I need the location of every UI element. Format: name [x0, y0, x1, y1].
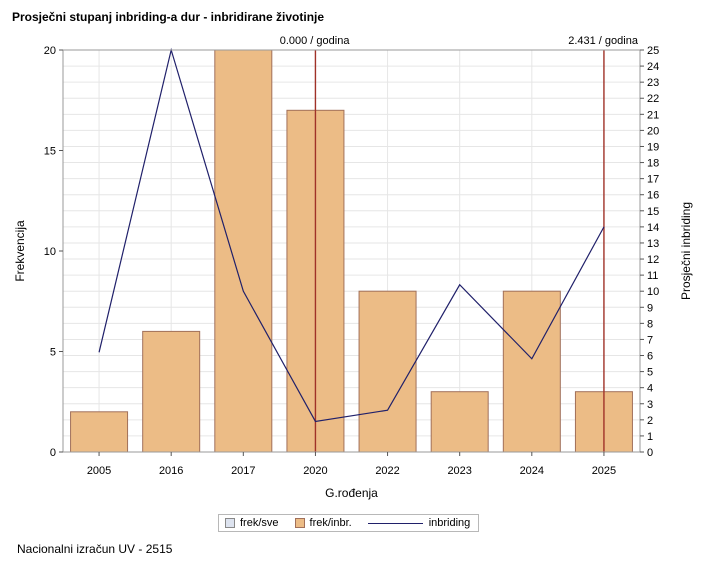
legend-label-frek-sve: frek/sve [240, 517, 279, 529]
left-axis-tick-label: 20 [44, 45, 56, 57]
x-axis-tick-label: 2020 [303, 465, 327, 477]
left-axis-tick-label: 5 [50, 347, 56, 359]
right-axis-tick-label: 23 [647, 77, 659, 89]
right-axis-tick-label: 25 [647, 45, 659, 57]
x-axis-tick-label: 2025 [592, 465, 616, 477]
left-axis-tick-label: 0 [50, 447, 56, 459]
right-axis-tick-label: 5 [647, 367, 653, 379]
right-axis-tick-label: 17 [647, 174, 659, 186]
reference-line-label-2025: 2.431 / godina [568, 35, 639, 47]
x-axis-tick-label: 2024 [520, 465, 544, 477]
left-axis-title: Frekvencija [13, 220, 27, 282]
right-axis-tick-label: 10 [647, 286, 659, 298]
legend-swatch-frek-sve [225, 518, 235, 528]
right-axis-tick-label: 24 [647, 61, 659, 73]
x-axis-tick-label: 2022 [375, 465, 399, 477]
x-axis-title: G.rođenja [325, 486, 378, 500]
right-axis-tick-label: 19 [647, 141, 659, 153]
right-axis-tick-label: 18 [647, 158, 659, 170]
right-axis-tick-label: 4 [647, 383, 653, 395]
legend-label-frek-inbr: frek/inbr. [309, 517, 352, 529]
bar-2005 [70, 411, 129, 453]
legend-item-inbriding: inbriding [367, 517, 471, 529]
right-axis-tick-label: 2 [647, 415, 653, 427]
right-axis-tick-label: 1 [647, 431, 653, 443]
right-axis-title: Prosječni inbriding [679, 202, 693, 300]
legend-item-frek-inbr: frek/inbr. [294, 517, 352, 529]
right-axis-tick-label: 20 [647, 125, 659, 137]
series-line-inbriding [98, 47, 605, 423]
left-axis-tick-label: 15 [44, 146, 56, 158]
right-axis-tick-label: 21 [647, 109, 659, 121]
right-axis-tick-label: 15 [647, 206, 659, 218]
chart-area: 0.000 / godina 2.431 / godina051015200123… [13, 35, 693, 500]
bar-2024 [502, 290, 561, 453]
x-axis-tick-label: 2023 [447, 465, 471, 477]
x-axis-tick-label: 2005 [87, 465, 111, 477]
right-axis-tick-label: 3 [647, 399, 653, 411]
legend: frek/sve frek/inbr. inbriding [218, 514, 480, 532]
reference-line-label-2020: 0.000 / godina [280, 35, 351, 47]
x-axis-tick-label: 2017 [231, 465, 255, 477]
chart-title: Prosječni stupanj inbriding-a dur - inbr… [12, 10, 325, 24]
legend-line-inbriding [367, 522, 423, 524]
bar-2023 [430, 391, 489, 453]
legend-label-inbriding: inbriding [428, 517, 471, 529]
bar-2022 [358, 290, 417, 453]
right-axis-tick-label: 8 [647, 318, 653, 330]
bar-2017 [214, 49, 273, 453]
right-axis-tick-label: 12 [647, 254, 659, 266]
legend-swatch-frek-inbr [294, 518, 305, 528]
right-axis-tick-label: 0 [647, 447, 653, 459]
right-axis-tick-label: 7 [647, 334, 653, 346]
legend-item-frek-sve: frek/sve [225, 517, 279, 529]
left-axis-tick-label: 10 [44, 246, 56, 258]
bar-2016 [142, 330, 201, 453]
right-axis-tick-label: 13 [647, 238, 659, 250]
right-axis-tick-label: 22 [647, 93, 659, 105]
footer-note: Nacionalni izračun UV - 2515 [17, 542, 173, 556]
right-axis-tick-label: 9 [647, 302, 653, 314]
right-axis-tick-label: 11 [647, 270, 658, 282]
x-axis-tick-label: 2016 [159, 465, 183, 477]
right-axis-tick-label: 6 [647, 351, 653, 363]
right-axis-tick-label: 14 [647, 222, 659, 234]
right-axis-tick-label: 16 [647, 190, 659, 202]
